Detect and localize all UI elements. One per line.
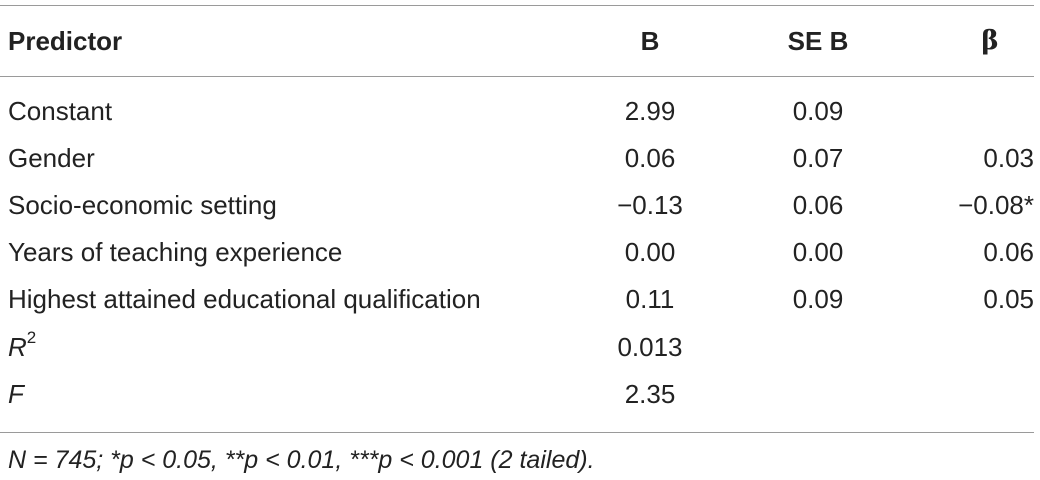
f-stat-row: F 2.35	[0, 371, 1040, 418]
row-beta: −0.08*	[958, 190, 1034, 220]
header-predictor: Predictor	[8, 26, 123, 56]
row-beta: 0.05	[983, 284, 1034, 314]
table-header-row: Predictor B SE B β	[0, 18, 1040, 65]
r-squared-value: 0.013	[617, 332, 683, 362]
f-stat-value: 2.35	[624, 379, 676, 409]
table-header-rule	[0, 76, 1034, 77]
table-row: Highest attained educational qualificati…	[0, 276, 1040, 323]
row-predictor: Socio-economic setting	[8, 190, 277, 220]
row-b: 0.11	[625, 284, 675, 314]
row-b: −0.13	[617, 190, 683, 220]
header-se-b: SE B	[787, 26, 849, 56]
table-top-rule	[0, 5, 1034, 6]
row-b: 0.06	[624, 143, 676, 173]
row-se-b: 0.00	[792, 237, 844, 267]
row-predictor: Gender	[8, 143, 95, 173]
r-squared-letter: R	[8, 332, 27, 362]
row-predictor: Years of teaching experience	[8, 237, 343, 267]
table-row: Gender 0.06 0.07 0.03	[0, 135, 1040, 182]
table-row: Socio-economic setting −0.13 0.06 −0.08*	[0, 182, 1040, 229]
r-squared-label: R2	[8, 324, 36, 371]
row-se-b: 0.07	[792, 143, 844, 173]
row-se-b: 0.06	[792, 190, 844, 220]
row-predictor: Constant	[8, 96, 113, 126]
row-predictor: Highest attained educational qualificati…	[8, 284, 481, 314]
row-beta: 0.03	[983, 143, 1034, 173]
header-beta: β	[981, 26, 999, 56]
row-b: 0.00	[624, 237, 676, 267]
table-bottom-rule	[0, 432, 1034, 433]
table-row: Constant 2.99 0.09	[0, 88, 1040, 135]
r-squared-row: R2 0.013	[0, 324, 1040, 371]
row-beta: 0.06	[983, 237, 1034, 267]
table-row: Years of teaching experience 0.00 0.00 0…	[0, 229, 1040, 276]
row-b: 2.99	[624, 96, 676, 126]
header-b: B	[640, 26, 660, 56]
row-se-b: 0.09	[792, 284, 844, 314]
f-stat-label: F	[8, 379, 24, 409]
table-footnote: N = 745; *p < 0.05, **p < 0.01, ***p < 0…	[8, 446, 595, 474]
r-squared-superscript: 2	[26, 328, 37, 348]
row-se-b: 0.09	[792, 96, 844, 126]
